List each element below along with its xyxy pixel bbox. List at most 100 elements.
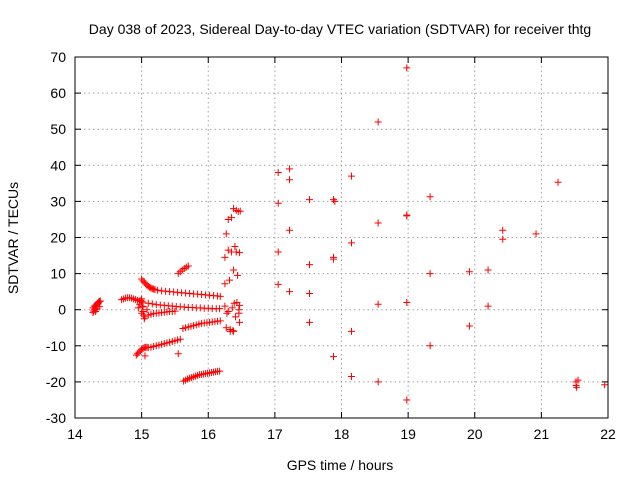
x-tick-label: 15 <box>134 426 150 442</box>
data-point <box>403 298 411 306</box>
data-point <box>465 322 473 330</box>
plot-frame <box>74 56 609 419</box>
data-point <box>499 226 507 234</box>
data-point <box>426 193 434 201</box>
data-point <box>144 299 152 307</box>
data-point <box>223 309 231 317</box>
data-point <box>226 276 234 284</box>
data-point <box>274 169 282 177</box>
data-point <box>286 288 294 296</box>
data-point <box>426 342 434 350</box>
data-point <box>139 303 147 311</box>
data-point <box>94 300 102 308</box>
series-arc-14.3 <box>89 297 104 317</box>
x-tick-labels: 14 15 16 17 18 19 20 21 22 <box>67 426 616 442</box>
data-point <box>274 248 282 256</box>
data-point <box>138 302 146 310</box>
y-tick-label: -30 <box>46 410 66 426</box>
series-arc-15.1-up <box>138 275 224 300</box>
data-point <box>231 243 239 251</box>
series-arc-15.9-bottom <box>180 367 224 385</box>
data-point <box>138 295 146 303</box>
data-point <box>232 248 240 256</box>
data-point <box>184 262 192 270</box>
data-point <box>224 308 232 316</box>
y-tick-label: 40 <box>50 157 66 173</box>
data-point <box>274 199 282 207</box>
data-point <box>554 178 562 186</box>
data-point <box>224 246 232 254</box>
data-point <box>331 197 339 205</box>
data-point <box>532 230 540 238</box>
data-point <box>140 315 148 323</box>
y-tick-label: 20 <box>50 230 66 246</box>
data-point <box>484 266 492 274</box>
data-point <box>221 253 229 261</box>
data-point <box>306 196 314 204</box>
data-point <box>176 335 184 343</box>
x-tick-label: 16 <box>200 426 216 442</box>
y-tick-label: -10 <box>46 338 66 354</box>
y-tick-label: 0 <box>58 302 66 318</box>
grid-lines <box>75 57 608 418</box>
data-point <box>229 327 237 335</box>
data-point <box>286 226 294 234</box>
data-point <box>154 286 162 294</box>
data-point <box>347 239 355 247</box>
data-point <box>137 297 145 305</box>
y-tick-label: 30 <box>50 193 66 209</box>
data-point <box>141 313 149 321</box>
data-point <box>286 176 294 184</box>
data-point <box>484 302 492 310</box>
data-point <box>228 304 236 312</box>
data-point <box>216 367 224 375</box>
data-point <box>374 300 382 308</box>
data-point <box>222 230 230 238</box>
data-point <box>601 381 609 389</box>
data-point <box>234 271 242 279</box>
data-point <box>465 268 473 276</box>
x-tick-label: 17 <box>267 426 283 442</box>
data-point <box>426 270 434 278</box>
x-tick-label: 20 <box>467 426 483 442</box>
data-point <box>222 324 230 332</box>
data-point <box>374 118 382 126</box>
data-point <box>403 396 411 404</box>
data-point <box>330 253 338 261</box>
data-point <box>148 300 156 308</box>
y-tick-labels: -30 -20 -10 0 10 20 30 40 50 60 70 <box>46 49 66 426</box>
data-point <box>347 172 355 180</box>
data-point <box>228 214 236 222</box>
data-point <box>138 309 146 317</box>
y-tick-label: 60 <box>50 85 66 101</box>
data-point <box>230 266 238 274</box>
data-point <box>330 353 338 361</box>
x-tick-label: 18 <box>334 426 350 442</box>
x-tick-label: 14 <box>67 426 83 442</box>
data-point <box>221 280 229 288</box>
data-point <box>236 207 244 215</box>
series-arc-15.9-neg <box>179 317 224 332</box>
data-point <box>224 215 232 223</box>
data-point <box>171 307 179 315</box>
data-point <box>306 289 314 297</box>
data-point <box>374 378 382 386</box>
data-point <box>403 211 411 219</box>
y-tick-label: 50 <box>50 121 66 137</box>
y-tick-label: 70 <box>50 49 66 65</box>
series-arc-15.0-cluster <box>134 295 151 323</box>
data-point <box>141 352 149 360</box>
data-point <box>143 306 151 314</box>
y-axis-label: SDTVAR / TECUs <box>5 182 21 294</box>
x-tick-label: 22 <box>600 426 616 442</box>
series-arc-15.5-mid <box>144 299 224 313</box>
x-tick-label: 21 <box>534 426 550 442</box>
data-point <box>236 249 244 257</box>
x-axis-label: GPS time / hours <box>287 457 394 473</box>
data-point <box>216 292 224 300</box>
data-point <box>89 304 97 312</box>
data-point <box>306 261 314 269</box>
series-scattered <box>141 64 609 404</box>
